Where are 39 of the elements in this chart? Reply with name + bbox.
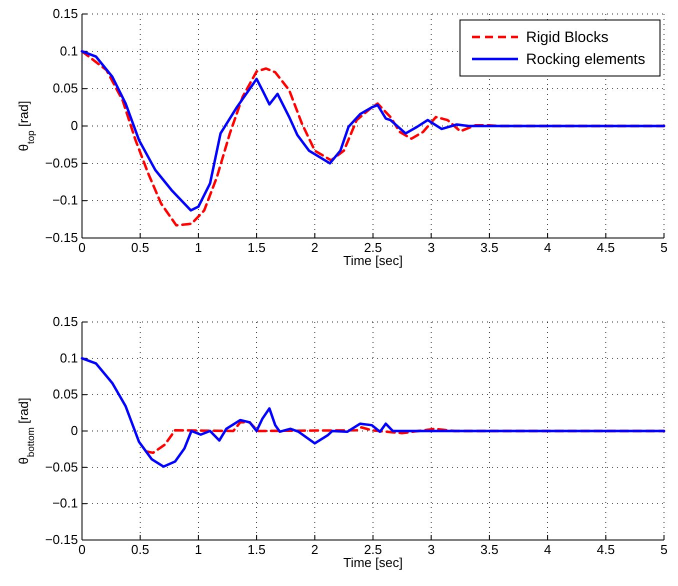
- legend-label: Rigid Blocks: [526, 29, 609, 46]
- y-tick-label: −0.15: [45, 230, 78, 245]
- x-tick-label: 3: [428, 542, 435, 557]
- y-tick-label: 0: [70, 118, 78, 133]
- y-tick-label: 0.05: [52, 80, 78, 96]
- x-tick-label: 3: [428, 240, 435, 255]
- x-tick-label: 2: [311, 542, 318, 557]
- x-tick-label: 4.5: [596, 240, 615, 255]
- y-tick-label: 0.15: [52, 314, 78, 329]
- x-tick-label: 0.5: [131, 542, 150, 557]
- y-tick-label: 0.1: [60, 350, 78, 366]
- x-tick-label: 3.5: [480, 542, 498, 557]
- x-axis-title: Time [sec]: [343, 555, 403, 570]
- x-tick-label: 1: [194, 240, 202, 255]
- y-tick-label: −0.1: [52, 496, 78, 511]
- y-tick-label: 0.05: [52, 386, 78, 402]
- y-tick-label: −0.05: [45, 459, 78, 474]
- y-tick-label: 0.1: [60, 43, 78, 58]
- x-tick-label: 1.5: [248, 240, 266, 255]
- y-tick-label: −0.15: [45, 532, 78, 547]
- y-tick-label: −0.1: [52, 192, 78, 208]
- x-tick-label: 2.5: [364, 240, 382, 255]
- x-tick-label: 4.5: [596, 542, 615, 557]
- y-tick-label: 0.15: [52, 6, 78, 21]
- x-tick-label: 1.5: [248, 542, 266, 557]
- x-axis-title: Time [sec]: [343, 253, 403, 268]
- x-tick-label: 5: [660, 240, 668, 255]
- x-tick-label: 5: [660, 542, 668, 557]
- x-tick-label: 3.5: [480, 240, 498, 255]
- y-tick-label: −0.05: [45, 155, 78, 170]
- x-tick-label: 1: [194, 542, 202, 557]
- line-series: [80, 357, 666, 468]
- x-tick-label: 2: [311, 240, 318, 255]
- x-tick-label: 4: [544, 542, 552, 557]
- x-tick-label: 0.5: [131, 240, 150, 255]
- y-tick-label: 0: [70, 423, 78, 438]
- legend-label: Rocking elements: [526, 51, 646, 68]
- x-tick-label: 4: [544, 240, 552, 255]
- x-tick-label: 2.5: [364, 542, 382, 557]
